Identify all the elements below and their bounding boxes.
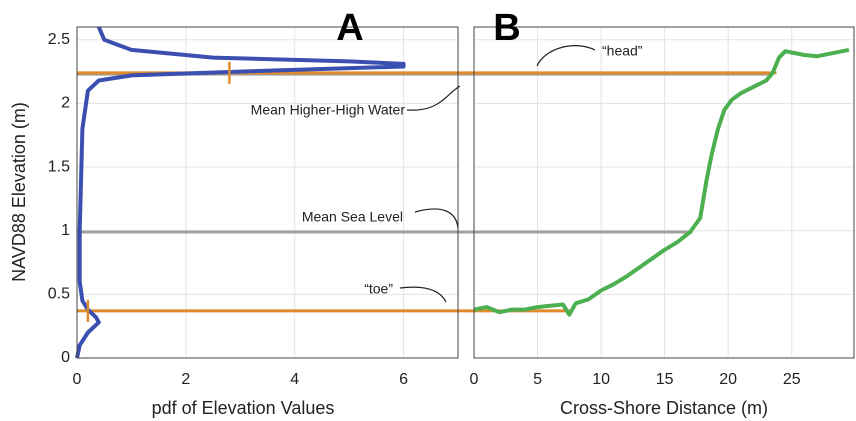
x-tick-label: 0: [73, 371, 82, 388]
annotation: “head”: [602, 43, 643, 59]
leader: [399, 286, 447, 303]
y-axis-title: NAVD88 Elevation (m): [9, 102, 29, 282]
leader: [536, 45, 596, 67]
y-tick-label: 2: [61, 95, 70, 112]
panel-label: B: [493, 7, 520, 49]
x-axis-title: Cross-Shore Distance (m): [560, 398, 768, 418]
data-line: [473, 47, 850, 317]
x-tick-label: 20: [719, 371, 737, 388]
leader: [414, 208, 459, 229]
x-tick-label: 5: [533, 371, 542, 388]
x-tick-label: 25: [783, 371, 801, 388]
annotation: Mean Higher-High Water: [251, 102, 406, 118]
y-tick-label: 1.5: [48, 158, 70, 175]
panel-label: A: [336, 7, 363, 49]
annotation: Mean Sea Level: [302, 209, 403, 225]
y-tick-label: 2.5: [48, 31, 70, 48]
y-tick-label: 0.5: [48, 286, 70, 303]
axes-a: [76, 26, 459, 359]
data-line: [75, 26, 406, 359]
y-tick-label: 1: [61, 222, 70, 239]
x-tick-label: 6: [399, 371, 408, 388]
x-tick-label: 15: [656, 371, 674, 388]
annotation: “toe”: [364, 281, 393, 297]
x-tick-label: 4: [290, 371, 299, 388]
leader: [406, 85, 461, 111]
grid: 0 0.5 1 1.5 2 2.5 0 2 4 6 0 5 10 15 20 25: [48, 27, 854, 388]
x-tick-label: 2: [181, 371, 190, 388]
y-tick-label: 0: [61, 349, 70, 366]
x-tick-label: 0: [470, 371, 479, 388]
x-tick-label: 10: [592, 371, 610, 388]
x-axis-title: pdf of Elevation Values: [152, 398, 335, 418]
plot: [75, 26, 850, 359]
axes-b: [473, 26, 855, 359]
